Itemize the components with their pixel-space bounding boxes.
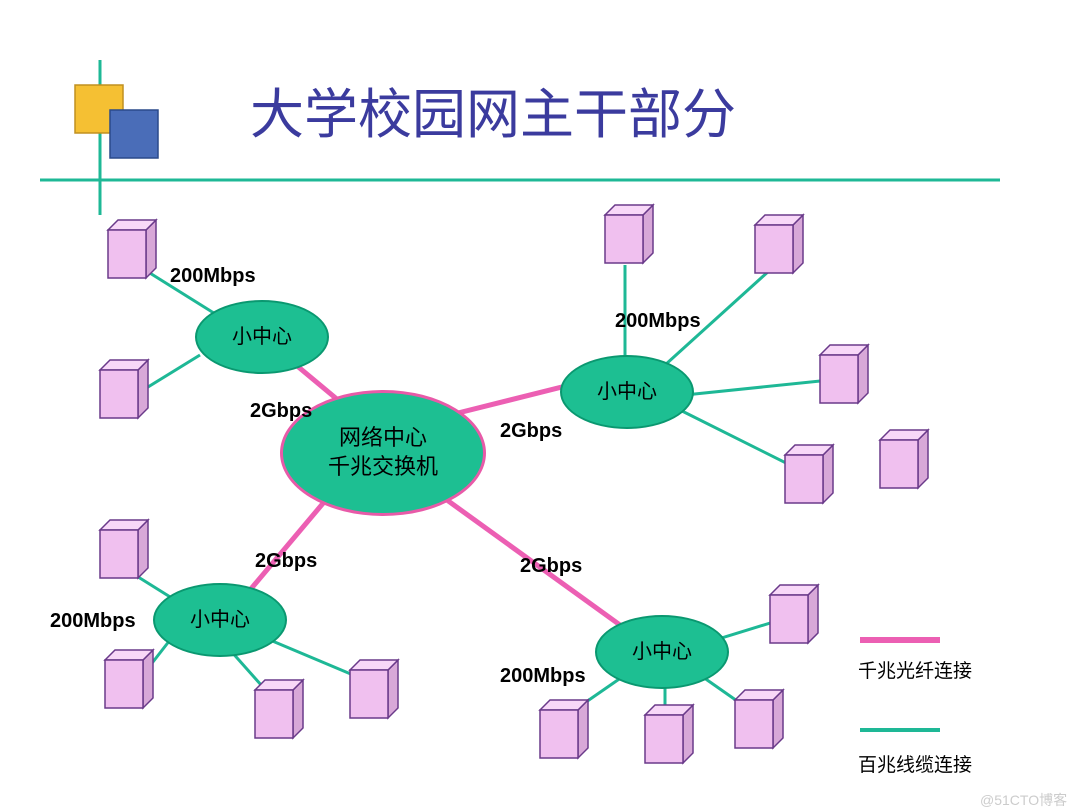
edge-label: 2Gbps — [520, 555, 582, 578]
watermark: @51CTO博客 — [980, 790, 1067, 810]
subcenter-node: 小中心 — [595, 615, 729, 689]
edge-label: 200Mbps — [50, 610, 136, 633]
subcenter-node: 小中心 — [195, 300, 329, 374]
edge-label: 2Gbps — [255, 550, 317, 573]
edge-label: 2Gbps — [250, 400, 312, 423]
edge-label: 2Gbps — [500, 420, 562, 443]
edge-label: 200Mbps — [500, 665, 586, 688]
subcenter-node: 小中心 — [560, 355, 694, 429]
edge-label: 200Mbps — [615, 310, 701, 333]
edge-label: 200Mbps — [170, 265, 256, 288]
legend-teal-label: 百兆线缆连接 — [858, 750, 972, 777]
legend-pink-label: 千兆光纤连接 — [858, 656, 972, 683]
page-title: 大学校园网主干部分 — [250, 70, 736, 149]
subcenter-node: 小中心 — [153, 583, 287, 657]
